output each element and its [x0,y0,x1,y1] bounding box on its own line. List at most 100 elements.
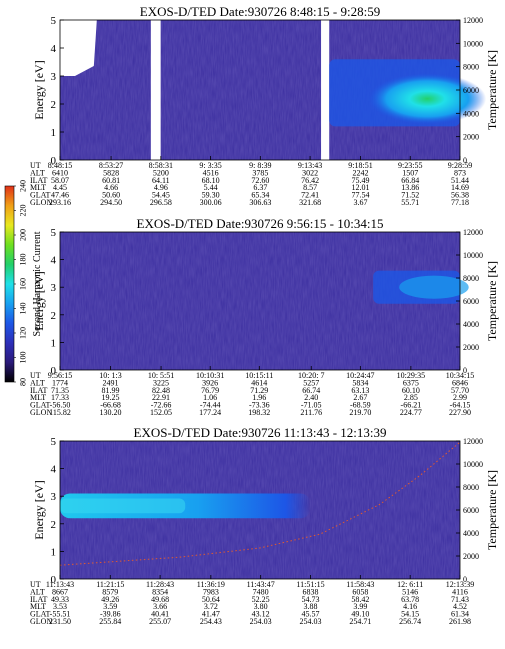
ephemeris-cell: 6058 [352,587,368,596]
ephemeris-cell: 130.20 [100,408,122,417]
ephemeris-cell: 77.18 [451,198,469,207]
ephemeris-cell: 254.43 [200,617,222,626]
ephemeris-cell: 294.50 [100,198,122,207]
y-tick-label: 4 [51,255,57,267]
ephemeris-cell: 227.90 [449,408,471,417]
ephemeris-cell: 3.67 [353,198,367,207]
y-tick-label: 1 [51,127,57,139]
ephemeris-cell: 219.70 [349,408,371,417]
ephemeris-cell: 2.40 [304,393,318,402]
data-gap [150,20,161,160]
colorbar-tick-label: 140 [19,303,28,315]
ephemeris-cell: 8354 [152,587,168,596]
ephemeris-cell: 3225 [153,378,169,387]
ephemeris-cell: 71.29 [250,386,268,395]
y-tick-label: 2 [51,310,57,322]
panel-title: EXOS-D/TED Date:930726 11:13:43 - 12:13:… [134,425,387,440]
enhancement-core [60,498,186,514]
ephemeris-row-label: ILAT [30,176,47,185]
y-tick-label: 5 [51,227,57,239]
ephemeris-cell: 3926 [202,378,218,387]
ephemeris-cell: 6410 [52,168,68,177]
ephemeris-cell: 296.58 [150,198,172,207]
ephemeris-cell: 40.41 [151,610,169,619]
ephemeris-cell: 12.01 [351,183,369,192]
ephemeris-cell: 59.30 [202,191,220,200]
ephemeris-cell: 14.69 [451,183,469,192]
ephemeris-cell: 8667 [52,587,68,596]
ephemeris-cell: -66.68 [100,401,121,410]
colorbar-tick-label: 80 [19,378,28,386]
y-tick-label: 4 [51,43,57,55]
colorbar-tick-label: 200 [19,229,28,241]
ephemeris-cell: 54.45 [152,191,170,200]
ephemeris-cell: 72.60 [251,176,269,185]
y-tick-label: 5 [51,15,57,27]
ephemeris-cell: 300.06 [200,198,222,207]
ephemeris-cell: 71.52 [401,191,419,200]
ephemeris-cell: 1507 [402,168,418,177]
ephemeris-cell: 58.42 [351,595,369,604]
colorbar-tick-label: 220 [19,205,28,217]
ephemeris-cell: 60.81 [102,176,120,185]
ephemeris-cell: 63.13 [351,386,369,395]
ephemeris-cell: 12:13:39 [446,580,474,589]
ephemeris-cell: 41.47 [202,610,220,619]
panel-1: EXOS-D/TED Date:930726 8:48:15 - 9:28:59… [30,4,499,207]
y2-tick-label: 0 [463,366,467,375]
y2-tick-label: 12000 [463,228,483,237]
ephemeris-cell: 293.16 [49,198,71,207]
ephemeris-cell: 152.05 [150,408,172,417]
data-gap [60,20,97,76]
y2-tick-label: 10000 [463,460,483,469]
ephemeris-cell: 2.67 [353,393,367,402]
ephemeris-cell: 321.68 [299,198,321,207]
ephemeris-cell: 54.73 [302,595,320,604]
ephemeris-row-label: ALT [30,378,45,387]
colorbar-tick-label: 240 [19,180,28,192]
ephemeris-row-label: ALT [30,168,45,177]
ephemeris-cell: 3022 [302,168,318,177]
ephemeris-cell: 10:20: 7 [298,371,324,380]
ephemeris-cell: 77.54 [351,191,369,200]
y2-tick-label: 4000 [463,320,479,329]
ephemeris-cell: 52.25 [252,595,270,604]
ephemeris-cell: 57.70 [451,386,469,395]
ephemeris-cell: 9:18:51 [348,161,372,170]
ephemeris-cell: 9:28:59 [448,161,472,170]
ephemeris-cell: 13.86 [401,183,419,192]
colorbar-bar [4,185,15,383]
ephemeris-cell: 55.71 [401,198,419,207]
ephemeris-row-label: MLT [30,602,46,611]
y2-tick-label: 4000 [463,529,479,538]
ephemeris-cell: 11:13:43 [46,580,74,589]
ephemeris-cell: 56.38 [451,191,469,200]
y-axis-label: Energy [eV] [32,60,46,119]
y2-tick-label: 8000 [463,483,479,492]
ephemeris-cell: 45.57 [302,610,320,619]
ephemeris-cell: 76.79 [201,386,219,395]
ephemeris-cell: -56.50 [50,401,71,410]
ephemeris-cell: 254.71 [349,617,371,626]
ephemeris-cell: 256.74 [399,617,421,626]
y2-tick-label: 4000 [463,109,479,118]
ephemeris-cell: 254.03 [300,617,322,626]
ephemeris-cell: 255.07 [149,617,171,626]
y2-tick-label: 0 [463,575,467,584]
ephemeris-cell: 4.66 [104,183,118,192]
ephemeris-cell: 3.66 [153,602,167,611]
ephemeris-cell: 1.06 [203,393,217,402]
y-tick-label: 2 [51,99,57,111]
ephemeris-cell: 71.35 [51,386,69,395]
ephemeris-cell: 49.33 [51,595,69,604]
panel-title: EXOS-D/TED Date:930726 9:56:15 - 10:34:1… [137,216,384,231]
ephemeris-cell: 4.45 [53,183,67,192]
ephemeris-cell: 231.50 [49,617,71,626]
ephemeris-cell: 2491 [103,378,119,387]
y2-tick-label: 12000 [463,16,483,25]
y2-tick-label: 12000 [463,437,483,446]
y-tick-label: 4 [51,464,57,476]
ephemeris-cell: 5834 [352,378,368,387]
ephemeris-cell: 12: 6:11 [397,580,423,589]
ephemeris-cell: 1774 [52,378,68,387]
